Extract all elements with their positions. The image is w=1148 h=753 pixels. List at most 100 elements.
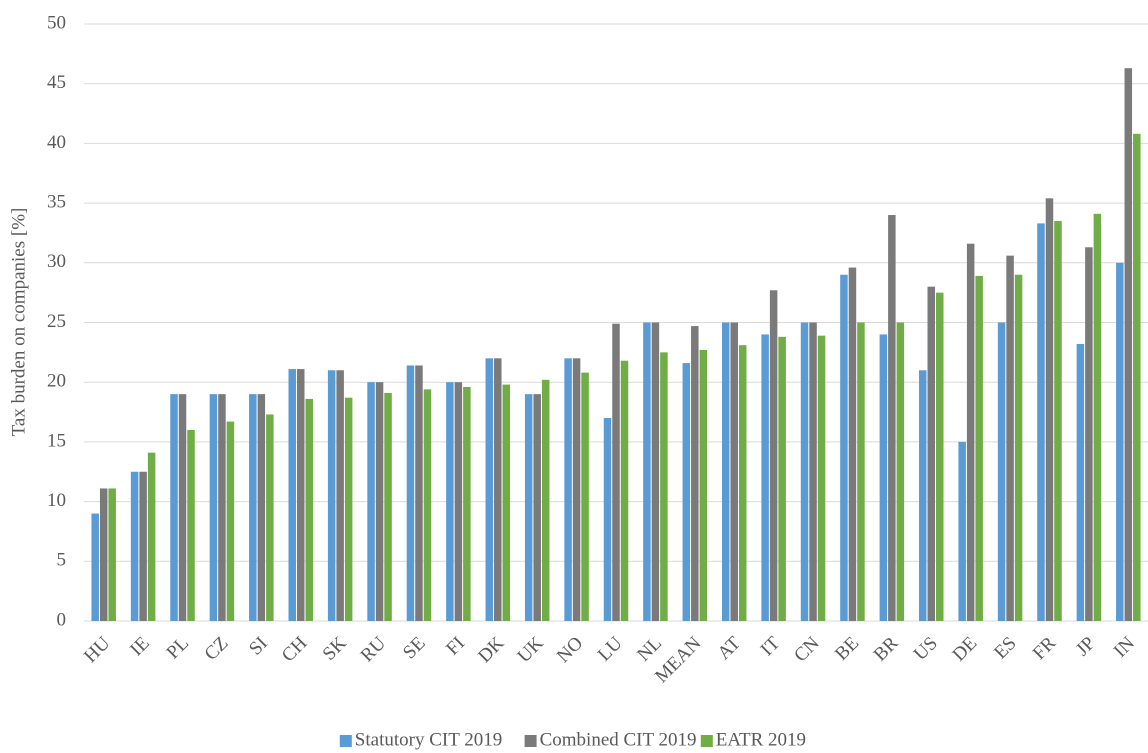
bar <box>415 365 423 621</box>
bar <box>572 358 581 621</box>
bar <box>879 334 888 621</box>
legend-label: Statutory CIT 2019 <box>355 729 502 750</box>
bar <box>296 369 305 621</box>
bar <box>1054 221 1062 621</box>
bar <box>454 382 463 621</box>
bar <box>769 290 778 621</box>
bar <box>257 394 266 621</box>
y-tick-label: 5 <box>57 550 67 571</box>
x-tick-label: FI <box>442 633 469 660</box>
bar <box>919 370 927 621</box>
legend-label: EATR 2019 <box>716 729 806 750</box>
x-tick-label: IE <box>126 633 154 661</box>
bar <box>730 322 738 621</box>
x-tick-label: CZ <box>201 633 233 665</box>
bar <box>927 286 936 621</box>
bar <box>840 274 848 621</box>
bar <box>305 398 313 621</box>
bar <box>209 394 218 621</box>
bar <box>809 322 817 621</box>
bar <box>139 471 147 621</box>
legend-swatch <box>339 735 352 747</box>
x-tick-label: LU <box>594 633 627 666</box>
bar <box>888 215 896 622</box>
x-tick-label: JP <box>1072 633 1100 661</box>
bar <box>1076 343 1085 621</box>
x-tick-label: IN <box>1110 633 1139 662</box>
bar <box>446 382 454 621</box>
y-tick-label: 50 <box>47 12 66 33</box>
x-tick-label: SK <box>319 633 351 665</box>
x-tick-label: RU <box>357 633 391 667</box>
x-tick-label: MEAN <box>651 633 706 688</box>
bar <box>99 488 108 621</box>
bar <box>494 358 502 621</box>
x-tick-label: UK <box>514 633 548 667</box>
y-tick-label: 0 <box>57 609 67 630</box>
bar <box>651 322 660 621</box>
bar <box>761 334 769 621</box>
bar <box>524 394 533 621</box>
bar <box>327 370 336 621</box>
bar <box>108 488 116 621</box>
x-tick-label: FR <box>1029 633 1061 665</box>
x-tick-label: BR <box>870 633 903 666</box>
x-tick-label: SE <box>399 633 430 664</box>
bar <box>958 441 966 621</box>
bar <box>975 275 983 621</box>
x-tick-label: NL <box>633 633 666 666</box>
bar <box>564 358 572 621</box>
y-tick-label: 15 <box>47 430 66 451</box>
bar <box>91 513 99 621</box>
bar <box>367 382 375 621</box>
bar <box>226 421 235 621</box>
bar <box>1045 198 1054 621</box>
bar <box>384 392 392 621</box>
bar <box>218 394 226 621</box>
bar <box>682 363 691 621</box>
bar <box>485 358 494 621</box>
bar <box>721 322 730 621</box>
bar <box>1085 247 1093 621</box>
bar <box>817 335 826 621</box>
bar <box>699 349 708 621</box>
x-tick-label: IT <box>757 632 785 660</box>
y-axis-label: Tax burden on companies [%] <box>8 208 29 437</box>
bar <box>800 322 809 621</box>
x-tick-label: AT <box>714 632 746 664</box>
bar <box>178 394 187 621</box>
x-tick-label: PL <box>163 633 194 664</box>
y-tick-label: 45 <box>47 72 66 93</box>
bar <box>1124 68 1133 622</box>
bar <box>997 322 1006 621</box>
bar <box>1006 255 1014 622</box>
bar <box>463 386 471 621</box>
bar <box>502 384 511 621</box>
x-tick-label: CN <box>790 633 824 667</box>
bar <box>848 267 857 621</box>
x-tick-label: ES <box>990 633 1021 664</box>
x-tick-label: DE <box>949 633 982 666</box>
bar <box>691 326 699 621</box>
y-tick-label: 25 <box>47 311 66 332</box>
bar <box>288 369 296 621</box>
bar <box>375 382 384 621</box>
bar <box>336 370 344 621</box>
y-tick-label: 40 <box>47 132 66 153</box>
bar <box>936 292 944 621</box>
bar <box>896 322 905 621</box>
bar <box>778 336 786 621</box>
x-tick-label: SI <box>245 633 272 660</box>
x-tick-label: HU <box>80 633 114 667</box>
x-tick-label: BE <box>831 633 863 665</box>
bar <box>660 352 668 621</box>
bar <box>423 389 432 621</box>
bar <box>1014 274 1023 621</box>
x-tick-label: CH <box>278 633 312 667</box>
legend-label: Combined CIT 2019 <box>540 729 697 750</box>
x-tick-label: NO <box>553 633 587 667</box>
bar <box>406 365 415 621</box>
y-tick-label: 10 <box>47 490 66 511</box>
bar <box>170 394 178 621</box>
